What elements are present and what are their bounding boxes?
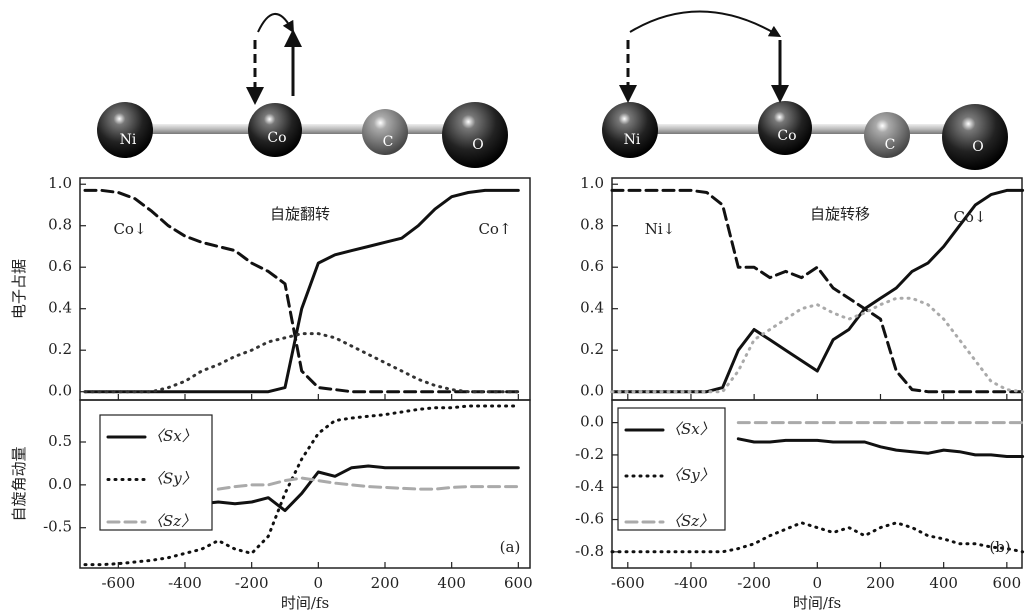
atom-label: Ni xyxy=(120,132,137,148)
y-tick-label: 0.4 xyxy=(48,299,72,317)
annotation: Co↑ xyxy=(478,220,511,238)
atom xyxy=(97,102,153,158)
legend-label: 〈Sy〉 xyxy=(666,466,715,484)
series-line xyxy=(85,334,518,392)
y-tick-label: 0.0 xyxy=(580,382,604,400)
molecule-b: Ni Co C O xyxy=(602,11,1008,170)
figure: Ni Co C O Ni Co C O 0.0 0.2 0.4 0.6 0.8 1.0 Co… xyxy=(0,0,1025,616)
atom-label: Co xyxy=(267,130,286,146)
x-tick-label: 0 xyxy=(314,574,324,592)
legend-label: 〈Sz〉 xyxy=(148,512,196,530)
y-tick-label: 1.0 xyxy=(580,174,604,192)
x-tick-label: 600 xyxy=(504,574,533,592)
x-tick-label: 400 xyxy=(437,574,466,592)
y-tick-label: 0.2 xyxy=(48,340,72,358)
x-tick-label: -600 xyxy=(101,574,135,592)
annotation: 自旋翻转 xyxy=(270,205,330,223)
annotation: Co↓ xyxy=(113,220,146,238)
molecule-a: Ni Co C O xyxy=(97,14,508,168)
y-axis-label: 电子占据 xyxy=(10,259,28,319)
y-tick-label: 0.0 xyxy=(580,413,604,431)
y-tick-label: -0.6 xyxy=(575,510,604,528)
y-tick-label: 0.0 xyxy=(48,475,72,493)
annotation: Ni↓ xyxy=(645,220,676,238)
legend-label: 〈Sx〉 xyxy=(148,427,197,445)
y-tick-label: -0.5 xyxy=(43,518,72,536)
x-tick-label: -400 xyxy=(674,574,708,592)
annotation: Co↓ xyxy=(953,208,986,226)
atom-label: O xyxy=(472,137,483,153)
legend-label: 〈Sx〉 xyxy=(666,420,715,438)
atom-label: C xyxy=(383,134,394,150)
y-tick-label: 1.0 xyxy=(48,174,72,192)
y-tick-label: 0.8 xyxy=(48,216,72,234)
y-tick-label: 0.2 xyxy=(580,340,604,358)
y-tick-label: -0.8 xyxy=(575,542,604,560)
atom-label: Co xyxy=(777,128,796,144)
y-tick-label: 0.5 xyxy=(48,432,72,450)
x-tick-label: -200 xyxy=(737,574,771,592)
y-tick-label: -0.2 xyxy=(575,445,604,463)
y-tick-label: 0.6 xyxy=(580,257,604,275)
series-line xyxy=(218,478,518,489)
x-tick-label: 600 xyxy=(993,574,1022,592)
atom xyxy=(602,102,658,158)
series-line xyxy=(612,298,1023,391)
atom xyxy=(442,102,508,168)
series-line xyxy=(738,439,1022,457)
curved-arrow xyxy=(258,14,291,32)
x-axis-label: 时间/fs xyxy=(793,594,841,612)
x-tick-label: 400 xyxy=(929,574,958,592)
x-tick-label: 0 xyxy=(813,574,823,592)
x-axis-label: 时间/fs xyxy=(281,594,329,612)
x-tick-label: 200 xyxy=(866,574,895,592)
y-tick-label: 0.4 xyxy=(580,299,604,317)
annotation: (a) xyxy=(500,538,521,556)
legend-label: 〈Sz〉 xyxy=(666,512,714,530)
y-tick-label: 0.0 xyxy=(48,382,72,400)
atom-label: Ni xyxy=(624,132,641,148)
y-axis-label: 自旋角动量 xyxy=(10,446,28,521)
y-tick-label: 0.8 xyxy=(580,216,604,234)
y-tick-label: -0.4 xyxy=(575,477,604,495)
x-tick-label: -600 xyxy=(611,574,645,592)
atom xyxy=(942,104,1008,170)
atom-label: O xyxy=(972,139,983,155)
curved-arrow xyxy=(630,11,776,34)
x-tick-label: 200 xyxy=(371,574,400,592)
annotation: 自旋转移 xyxy=(810,205,870,223)
annotation: (b) xyxy=(989,538,1010,556)
atom-label: C xyxy=(885,137,896,153)
legend-label: 〈Sy〉 xyxy=(148,470,197,488)
series-line xyxy=(185,466,518,511)
x-tick-label: -400 xyxy=(168,574,202,592)
x-tick-label: -200 xyxy=(235,574,269,592)
y-tick-label: 0.6 xyxy=(48,257,72,275)
